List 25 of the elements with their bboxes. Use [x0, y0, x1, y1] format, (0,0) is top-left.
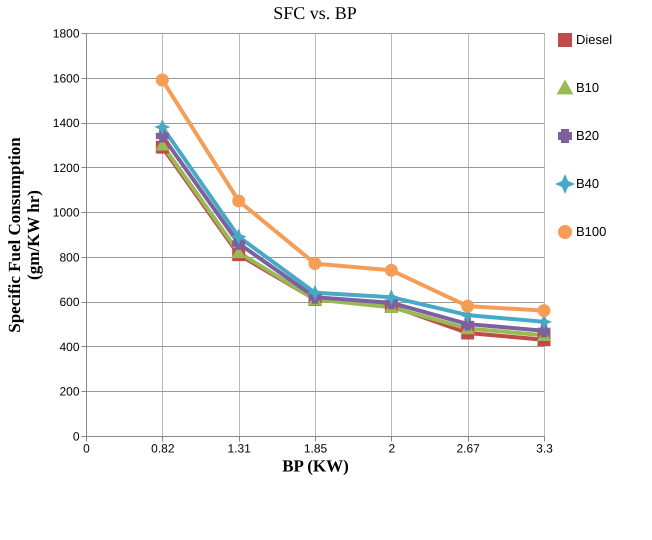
x-tick-label: 3.3 — [536, 442, 554, 456]
y-tick-label: 1000 — [52, 206, 80, 220]
y-axis-title: Specific Fuel Consumption (gm/KW hr) — [4, 136, 43, 333]
y-tick-label: 200 — [59, 384, 80, 399]
legend-label: B10 — [576, 80, 600, 95]
x-axis-title: BP (KW) — [282, 456, 349, 476]
y-tick-label: 1600 — [52, 71, 80, 86]
y-tick-label: 600 — [59, 295, 80, 310]
x-tick-label: 1.31 — [227, 442, 252, 456]
x-tick-label: 2 — [388, 442, 396, 456]
y-tick-label: 1200 — [52, 160, 80, 175]
legend-label: B20 — [576, 128, 600, 143]
y-tick-label: 1800 — [52, 26, 80, 40]
legend-label: Diesel — [576, 32, 612, 47]
y-tick-label: 0 — [72, 430, 80, 444]
chart-title: SFC vs. BP — [273, 3, 357, 23]
y-tick-label: 400 — [59, 340, 80, 354]
legend-label: B40 — [576, 176, 600, 191]
x-tick-label: 0.82 — [151, 442, 175, 456]
x-tick-label: 0 — [83, 442, 90, 456]
x-tick-label: 1.85 — [304, 442, 328, 456]
y-tick-label: 1400 — [52, 116, 80, 130]
y-tick-label: 800 — [59, 250, 80, 264]
x-tick-label: 2.67 — [456, 442, 480, 456]
legend-label: B100 — [576, 224, 606, 239]
